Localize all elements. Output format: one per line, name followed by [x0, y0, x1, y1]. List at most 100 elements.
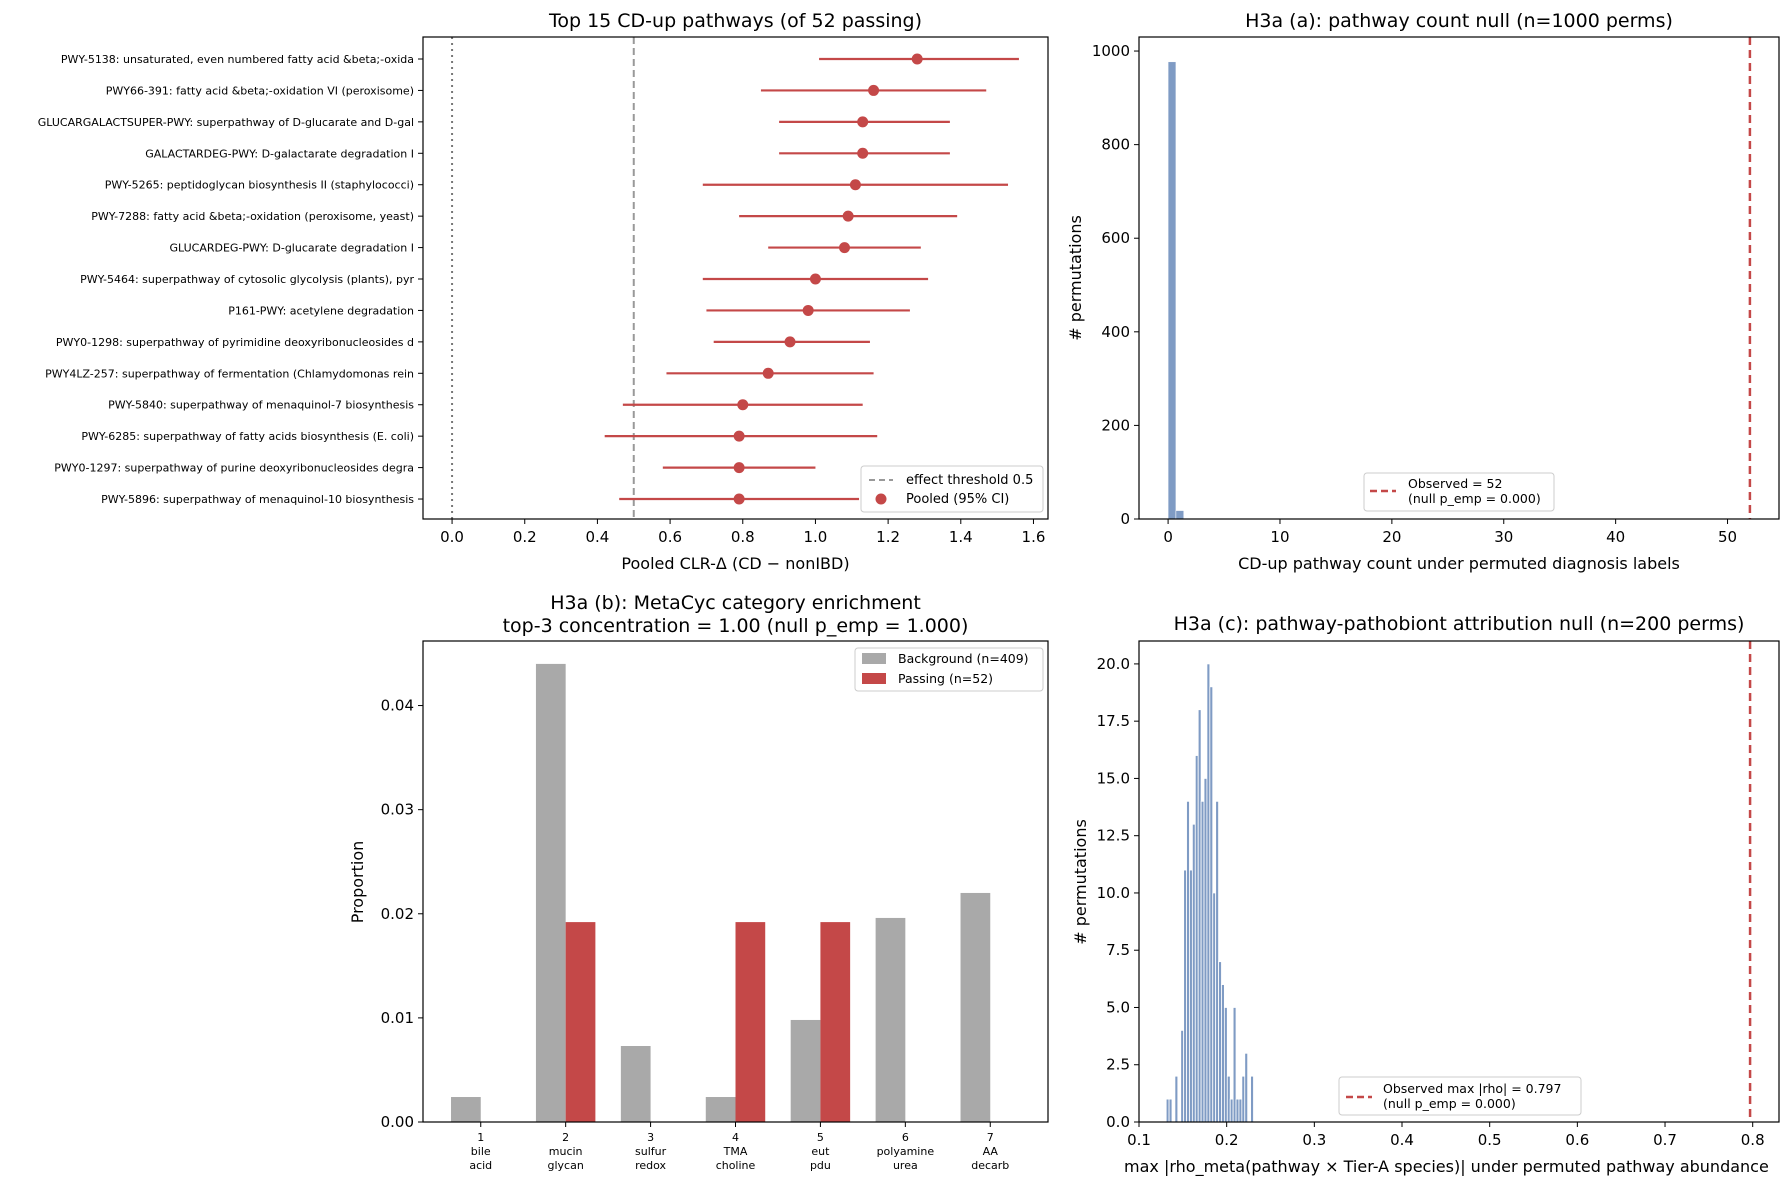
histogram-bar: [1223, 1007, 1228, 1123]
h3a-a-y-tick-label: 1000: [1092, 42, 1130, 60]
background-bar: [875, 917, 906, 1122]
h3a-b-x-tick-label: choline: [716, 1159, 756, 1172]
h3a-b-y-axis-label: Proportion: [348, 841, 367, 924]
forest-estimate-point: [733, 430, 745, 442]
h3a-b-x-tick-label: 7: [987, 1131, 994, 1144]
h3a-c-y-tick-label: 10.0: [1097, 884, 1130, 902]
h3a-a-x-tick-label: 10: [1270, 528, 1289, 546]
passing-bar: [820, 922, 851, 1122]
forest-legend-threshold-label: effect threshold 0.5: [906, 473, 1033, 488]
h3a-c-y-axis-label: # permutations: [1071, 819, 1090, 945]
passing-bar: [565, 922, 596, 1122]
h3a-a-plot-frame: [1138, 36, 1780, 520]
h3a-c-y-tick-label: 7.5: [1106, 941, 1130, 959]
h3a-b-x-tick-label: decarb: [971, 1159, 1009, 1172]
forest-estimate-point: [784, 336, 796, 348]
h3a-c-y-tick-label: 12.5: [1097, 827, 1130, 845]
forest-estimate-point: [849, 179, 861, 191]
histogram-bar: [1165, 1098, 1170, 1123]
forest-x-ticks: 0.0 0.2 0.4 0.6 0.8 1.0 1.2 1.4 1.6: [440, 519, 1045, 546]
forest-x-tick-label: 0.0: [440, 528, 464, 546]
panel-h3a-c: H3a (c): pathway-pathobiont attribution …: [1071, 613, 1780, 1177]
histogram-bar: [1168, 1098, 1173, 1123]
histogram-bar: [1189, 869, 1193, 1123]
h3a-b-x-tick-label: 6: [902, 1131, 909, 1144]
forest-y-tick-label: PWY-5464: superpathway of cytosolic glyc…: [80, 273, 414, 286]
h3a-c-legend-line1: Observed max |rho| = 0.797: [1383, 1081, 1561, 1096]
background-bar: [705, 1097, 736, 1122]
h3a-a-x-axis-label: CD-up pathway count under permuted diagn…: [1238, 554, 1680, 573]
histogram-bar: [1226, 1075, 1231, 1123]
forest-legend-pooled-swatch: [875, 493, 887, 505]
forest-x-tick-label: 0.8: [731, 528, 755, 546]
histogram-bar: [1238, 1098, 1243, 1123]
forest-legend-pooled-label: Pooled (95% CI): [906, 492, 1009, 507]
h3a-c-x-tick-label: 0.3: [1302, 1131, 1326, 1149]
h3a-b-x-tick-label: 2: [562, 1131, 569, 1144]
forest-x-axis-label: Pooled CLR-Δ (CD − nonIBD): [621, 554, 849, 573]
h3a-b-x-tick-label: 4: [732, 1131, 739, 1144]
histogram-bar: [1212, 892, 1217, 1123]
forest-estimate-point: [733, 462, 745, 474]
h3a-a-y-tick-label: 400: [1101, 323, 1130, 341]
histogram-bar: [1183, 869, 1187, 1123]
histogram-bar: [1250, 1075, 1254, 1123]
h3a-c-title: H3a (c): pathway-pathobiont attribution …: [1174, 613, 1745, 635]
histogram-bar: [1191, 823, 1196, 1123]
h3a-c-histogram: [1165, 641, 1752, 1123]
histogram-bar: [1194, 755, 1199, 1123]
h3a-b-title-line2: top-3 concentration = 1.00 (null p_emp =…: [503, 615, 969, 637]
background-bar: [535, 663, 566, 1122]
forest-x-tick-label: 0.2: [513, 528, 537, 546]
h3a-a-legend-box: [1363, 472, 1555, 512]
forest-y-tick-label: PWY-7288: fatty acid &beta;-oxidation (p…: [91, 210, 414, 223]
forest-estimate-point: [842, 210, 854, 222]
h3a-b-x-tick-label: TMA: [723, 1145, 748, 1158]
forest-estimate-point: [737, 399, 749, 411]
forest-x-tick-label: 1.2: [876, 528, 900, 546]
h3a-a-x-tick-label: 50: [1718, 528, 1737, 546]
h3a-b-y-tick-label: 0.00: [381, 1113, 414, 1131]
forest-estimate-point: [857, 116, 869, 128]
histogram-bar: [1167, 61, 1177, 520]
histogram-bar: [1244, 1052, 1249, 1123]
forest-estimate-point: [839, 242, 851, 254]
h3a-b-x-tick-label: redox: [635, 1159, 666, 1172]
h3a-c-x-tick-label: 0.4: [1390, 1131, 1414, 1149]
forest-marks: [604, 53, 1019, 505]
forest-y-tick-label: PWY-5138: unsaturated, even numbered fat…: [61, 53, 414, 66]
forest-estimate-point: [809, 273, 821, 285]
h3a-c-y-tick-label: 5.0: [1106, 998, 1130, 1016]
h3a-c-y-tick-label: 15.0: [1097, 769, 1130, 787]
h3a-b-x-tick-label: AA: [983, 1145, 999, 1158]
forest-estimate-point: [911, 53, 923, 65]
h3a-a-y-axis-label: # permutations: [1066, 215, 1085, 341]
histogram-bar: [1203, 778, 1208, 1123]
forest-y-tick-labels: PWY-5138: unsaturated, even numbered fat…: [38, 53, 423, 506]
h3a-b-x-tick-label: pdu: [810, 1159, 831, 1172]
forest-y-tick-label: GALACTARDEG-PWY: D-galactarate degradati…: [145, 147, 414, 160]
panel-h3a-a: H3a (a): pathway count null (n=1000 perm…: [1066, 10, 1780, 573]
panel-forest-plot: Top 15 CD-up pathways (of 52 passing) PW…: [38, 10, 1049, 573]
h3a-b-y-tick-label: 0.02: [381, 905, 414, 923]
h3a-b-x-tick-label: 5: [817, 1131, 824, 1144]
forest-y-tick-label: PWY-5265: peptidoglycan biosynthesis II …: [105, 179, 414, 192]
h3a-b-x-tick-label: glycan: [548, 1159, 584, 1172]
background-bar: [790, 1019, 821, 1122]
h3a-a-y-tick-label: 800: [1101, 136, 1130, 154]
h3a-c-y-tick-label: 2.5: [1106, 1056, 1130, 1074]
h3a-b-y-tick-label: 0.03: [381, 801, 414, 819]
h3a-c-x-tick-label: 0.6: [1565, 1131, 1589, 1149]
histogram-bar: [1186, 800, 1190, 1123]
h3a-a-y-tick-label: 0: [1120, 510, 1130, 528]
histogram-bar: [1232, 1007, 1237, 1123]
histogram-bar: [1241, 1075, 1246, 1123]
h3a-c-x-ticks: 0.1 0.2 0.3 0.4 0.5 0.6 0.7 0.8: [1127, 1122, 1765, 1149]
h3a-c-x-tick-label: 0.5: [1478, 1131, 1502, 1149]
histogram-bar: [1174, 1075, 1179, 1123]
h3a-c-legend-line2: (null p_emp = 0.000): [1383, 1096, 1516, 1111]
h3a-a-y-tick-label: 600: [1101, 229, 1130, 247]
forest-legend: effect threshold 0.5 Pooled (95% CI): [860, 465, 1044, 513]
h3a-c-y-tick-label: 20.0: [1097, 655, 1130, 673]
